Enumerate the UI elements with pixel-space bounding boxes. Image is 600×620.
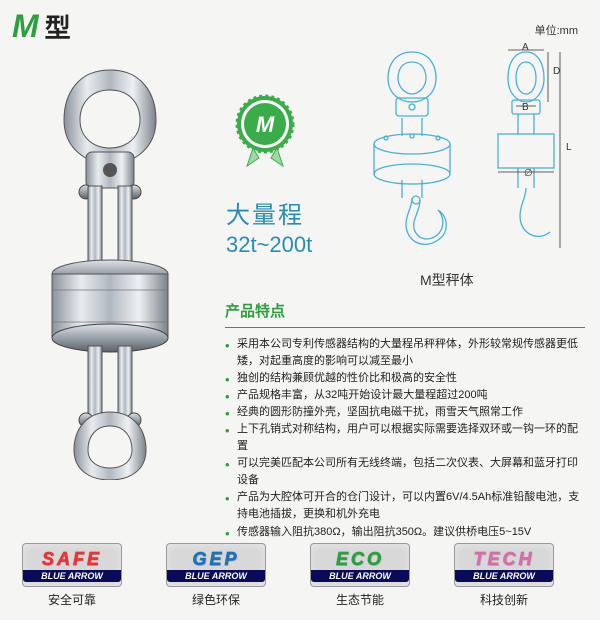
feature-item: 独创的结构兼顾优越的性价比和极高的安全性: [225, 370, 585, 387]
badge-eco: ECO BLUE ARROW 生态节能: [310, 543, 410, 608]
dim-phi: ∅: [524, 168, 533, 179]
spec-text: 大量程 32t~200t: [226, 195, 312, 258]
award-badge: M: [225, 90, 305, 170]
model-letter: M: [12, 8, 39, 45]
header: M 型: [12, 8, 71, 45]
technical-drawing-label: M型秤体: [420, 270, 474, 290]
feature-item: 传感器输入阻抗380Ω，输出阻抗350Ω。建议供桥电压5~15V: [225, 524, 585, 541]
badge-word: GEP: [192, 549, 239, 570]
features-list: 采用本公司专利传感器结构的大量程吊秤秤体，外形较常规传感器更低矮，对起重高度的影…: [225, 336, 585, 541]
feature-item: 采用本公司专利传感器结构的大量程吊秤秤体，外形较常规传感器更低矮，对起重高度的影…: [225, 336, 585, 370]
spec-line2: 32t~200t: [226, 232, 312, 258]
dim-D: D: [553, 66, 560, 77]
spec-line1: 大量程: [226, 195, 312, 230]
product-photo: [30, 60, 190, 480]
badge-caption: 绿色环保: [166, 591, 266, 608]
model-suffix: 型: [45, 8, 71, 45]
badge-caption: 生态节能: [310, 591, 410, 608]
badge-sub: BLUE ARROW: [167, 570, 265, 582]
badge-caption: 安全可靠: [22, 591, 122, 608]
badge-gep: GEP BLUE ARROW 绿色环保: [166, 543, 266, 608]
svg-text:M: M: [256, 112, 275, 137]
badge-sub: BLUE ARROW: [455, 570, 553, 582]
badge-tech: TECH BLUE ARROW 科技创新: [454, 543, 554, 608]
badge-word: ECO: [336, 549, 384, 570]
dim-A: A: [522, 42, 529, 53]
badge-sub: BLUE ARROW: [23, 570, 121, 582]
technical-drawing: A D L ∅ B: [350, 40, 580, 270]
features-divider: [225, 327, 585, 328]
badge-caption: 科技创新: [454, 591, 554, 608]
features-title: 产品特点: [225, 300, 585, 321]
badges-row: SAFE BLUE ARROW 安全可靠 GEP BLUE ARROW 绿色环保…: [22, 543, 554, 608]
badge-sub: BLUE ARROW: [311, 570, 409, 582]
feature-item: 上下孔销式对称结构，用户可以根据实际需要选择双环或一钩一环的配置: [225, 421, 585, 455]
feature-item: 经典的圆形防撞外壳，坚固抗电磁干扰，雨雪天气照常工作: [225, 404, 585, 421]
feature-item: 产品规格丰富，从32吨开始设计最大量程超过200吨: [225, 387, 585, 404]
badge-safe: SAFE BLUE ARROW 安全可靠: [22, 543, 122, 608]
features-section: 产品特点 采用本公司专利传感器结构的大量程吊秤秤体，外形较常规传感器更低矮，对起…: [225, 300, 585, 541]
dim-B: B: [522, 102, 529, 113]
badge-word: TECH: [474, 549, 535, 570]
badge-word: SAFE: [42, 549, 102, 570]
unit-label: 单位:mm: [535, 22, 578, 38]
feature-item: 可以完美匹配本公司所有无线终端，包括二次仪表、大屏幕和蓝牙打印设备: [225, 455, 585, 489]
dim-L: L: [566, 142, 572, 153]
feature-item: 产品为大腔体可开合的仓门设计，可以内置6V/4.5Ah标准铅酸电池，支持电池插拔…: [225, 489, 585, 523]
